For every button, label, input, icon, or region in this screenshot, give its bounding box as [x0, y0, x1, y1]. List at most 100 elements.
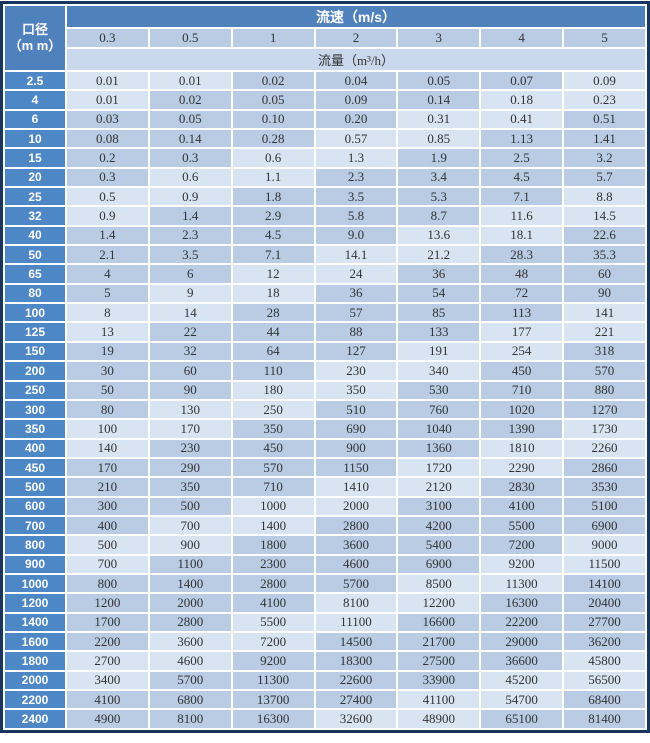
diameter-cell: 65	[5, 265, 65, 283]
flow-cell: 14	[149, 304, 231, 322]
flow-cell: 2860	[564, 458, 645, 477]
flow-cell: 8.8	[564, 188, 645, 206]
flow-cell: 133	[398, 323, 480, 341]
flow-cell: 9000	[564, 536, 645, 554]
flow-cell: 3100	[398, 497, 480, 515]
table-row: 1800 2700 4600 9200 18300 27500 36600 45800	[5, 652, 645, 670]
flow-cell: 0.03	[67, 110, 148, 129]
flow-cell: 32	[149, 342, 231, 361]
flow-cell: 1.1	[232, 168, 314, 187]
flow-cell: 8500	[398, 574, 480, 593]
velocity-col-header: 2	[315, 29, 397, 47]
table-row: 2400 4900 8100 16300 32600 48900 65100 81400	[5, 710, 645, 728]
flow-cell: 141	[564, 304, 645, 322]
flow-cell: 700	[67, 555, 148, 573]
flow-cell: 191	[398, 342, 480, 361]
flow-cell: 221	[564, 323, 645, 341]
diameter-cell: 450	[5, 458, 65, 477]
flow-cell: 500	[67, 536, 148, 554]
flow-cell: 1.13	[481, 130, 563, 148]
flow-cell: 2700	[67, 652, 148, 670]
flow-cell: 0.10	[232, 110, 314, 129]
flow-cell: 27500	[398, 652, 480, 670]
velocity-col-header: 0.5	[149, 29, 231, 47]
diameter-cell: 4	[5, 91, 65, 109]
flow-cell: 0.31	[398, 110, 480, 129]
flow-cell: 4.5	[232, 226, 314, 245]
diameter-cell: 80	[5, 284, 65, 303]
flow-cell: 0.04	[315, 72, 397, 90]
table-row: 32 0.9 1.4 2.9 5.8 8.7 11.6 14.5	[5, 207, 645, 225]
flow-cell: 4	[67, 265, 148, 283]
flow-cell: 2.9	[232, 207, 314, 225]
flow-cell: 1040	[398, 420, 480, 438]
diameter-cell: 700	[5, 516, 65, 535]
velocity-col-header: 4	[481, 29, 563, 47]
flow-cell: 33900	[398, 671, 480, 689]
flow-cell: 19	[67, 342, 148, 361]
velocity-col-header: 1	[232, 29, 314, 47]
flow-cell: 32600	[315, 710, 397, 728]
flow-cell: 11.6	[481, 207, 563, 225]
flow-cell: 80	[67, 400, 148, 419]
velocity-col-header: 5	[564, 29, 645, 47]
flow-cell: 1700	[67, 613, 148, 631]
table-row: 20 0.3 0.6 1.1 2.3 3.4 4.5 5.7	[5, 168, 645, 187]
flow-cell: 36	[315, 284, 397, 303]
flow-cell: 5.8	[315, 207, 397, 225]
diameter-cell: 40	[5, 226, 65, 245]
table-row: 10 0.08 0.14 0.28 0.57 0.85 1.13 1.41	[5, 130, 645, 148]
flow-cell: 800	[67, 574, 148, 593]
flow-cell: 530	[398, 381, 480, 399]
flow-cell: 0.09	[315, 91, 397, 109]
flow-cell: 2.1	[67, 246, 148, 264]
table-row: 2000 3400 5700 11300 22600 33900 45200 56500	[5, 671, 645, 689]
flow-cell: 0.08	[67, 130, 148, 148]
flow-cell: 350	[315, 381, 397, 399]
flow-cell: 2200	[67, 632, 148, 651]
flow-cell: 8.7	[398, 207, 480, 225]
flow-cell: 250	[232, 400, 314, 419]
diameter-cell: 125	[5, 323, 65, 341]
flow-cell: 570	[564, 362, 645, 380]
diameter-cell: 500	[5, 478, 65, 496]
flow-cell: 1.9	[398, 149, 480, 167]
flow-cell: 30	[67, 362, 148, 380]
flow-cell: 0.18	[481, 91, 563, 109]
flow-cell: 0.9	[149, 188, 231, 206]
flow-cell: 28	[232, 304, 314, 322]
table-row: 2200 4100 6800 13700 27400 41100 54700 68400	[5, 691, 645, 709]
flow-cell: 7200	[232, 632, 314, 651]
diameter-cell: 6	[5, 110, 65, 129]
flow-cell: 29000	[481, 632, 563, 651]
flow-cell: 1.3	[315, 149, 397, 167]
flow-cell: 340	[398, 362, 480, 380]
diameter-cell: 250	[5, 381, 65, 399]
diameter-cell: 300	[5, 400, 65, 419]
flow-cell: 3.5	[315, 188, 397, 206]
table-row: 700 400 700 1400 2800 4200 5500 6900	[5, 516, 645, 535]
flow-cell: 3.5	[149, 246, 231, 264]
flow-cell: 35.3	[564, 246, 645, 264]
flow-cell: 1.8	[232, 188, 314, 206]
table-row: 600 300 500 1000 2000 3100 4100 5100	[5, 497, 645, 515]
flow-cell: 5700	[315, 574, 397, 593]
flow-cell: 1150	[315, 458, 397, 477]
flow-cell: 0.14	[149, 130, 231, 148]
flow-cell: 22.6	[564, 226, 645, 245]
table-row: 100 8 14 28 57 85 113 141	[5, 304, 645, 322]
flow-cell: 4200	[398, 516, 480, 535]
flow-cell: 11300	[232, 671, 314, 689]
flow-cell: 450	[481, 362, 563, 380]
flow-cell: 2830	[481, 478, 563, 496]
flow-cell: 11100	[315, 613, 397, 631]
flow-cell: 2300	[232, 555, 314, 573]
table-row: 1200 1200 2000 4100 8100 12200 16300 20400	[5, 594, 645, 612]
flow-cell: 4.5	[481, 168, 563, 187]
diameter-cell: 1600	[5, 632, 65, 651]
diameter-cell: 25	[5, 188, 65, 206]
flow-cell: 300	[67, 497, 148, 515]
flow-cell: 4100	[481, 497, 563, 515]
flow-cell: 1400	[232, 516, 314, 535]
